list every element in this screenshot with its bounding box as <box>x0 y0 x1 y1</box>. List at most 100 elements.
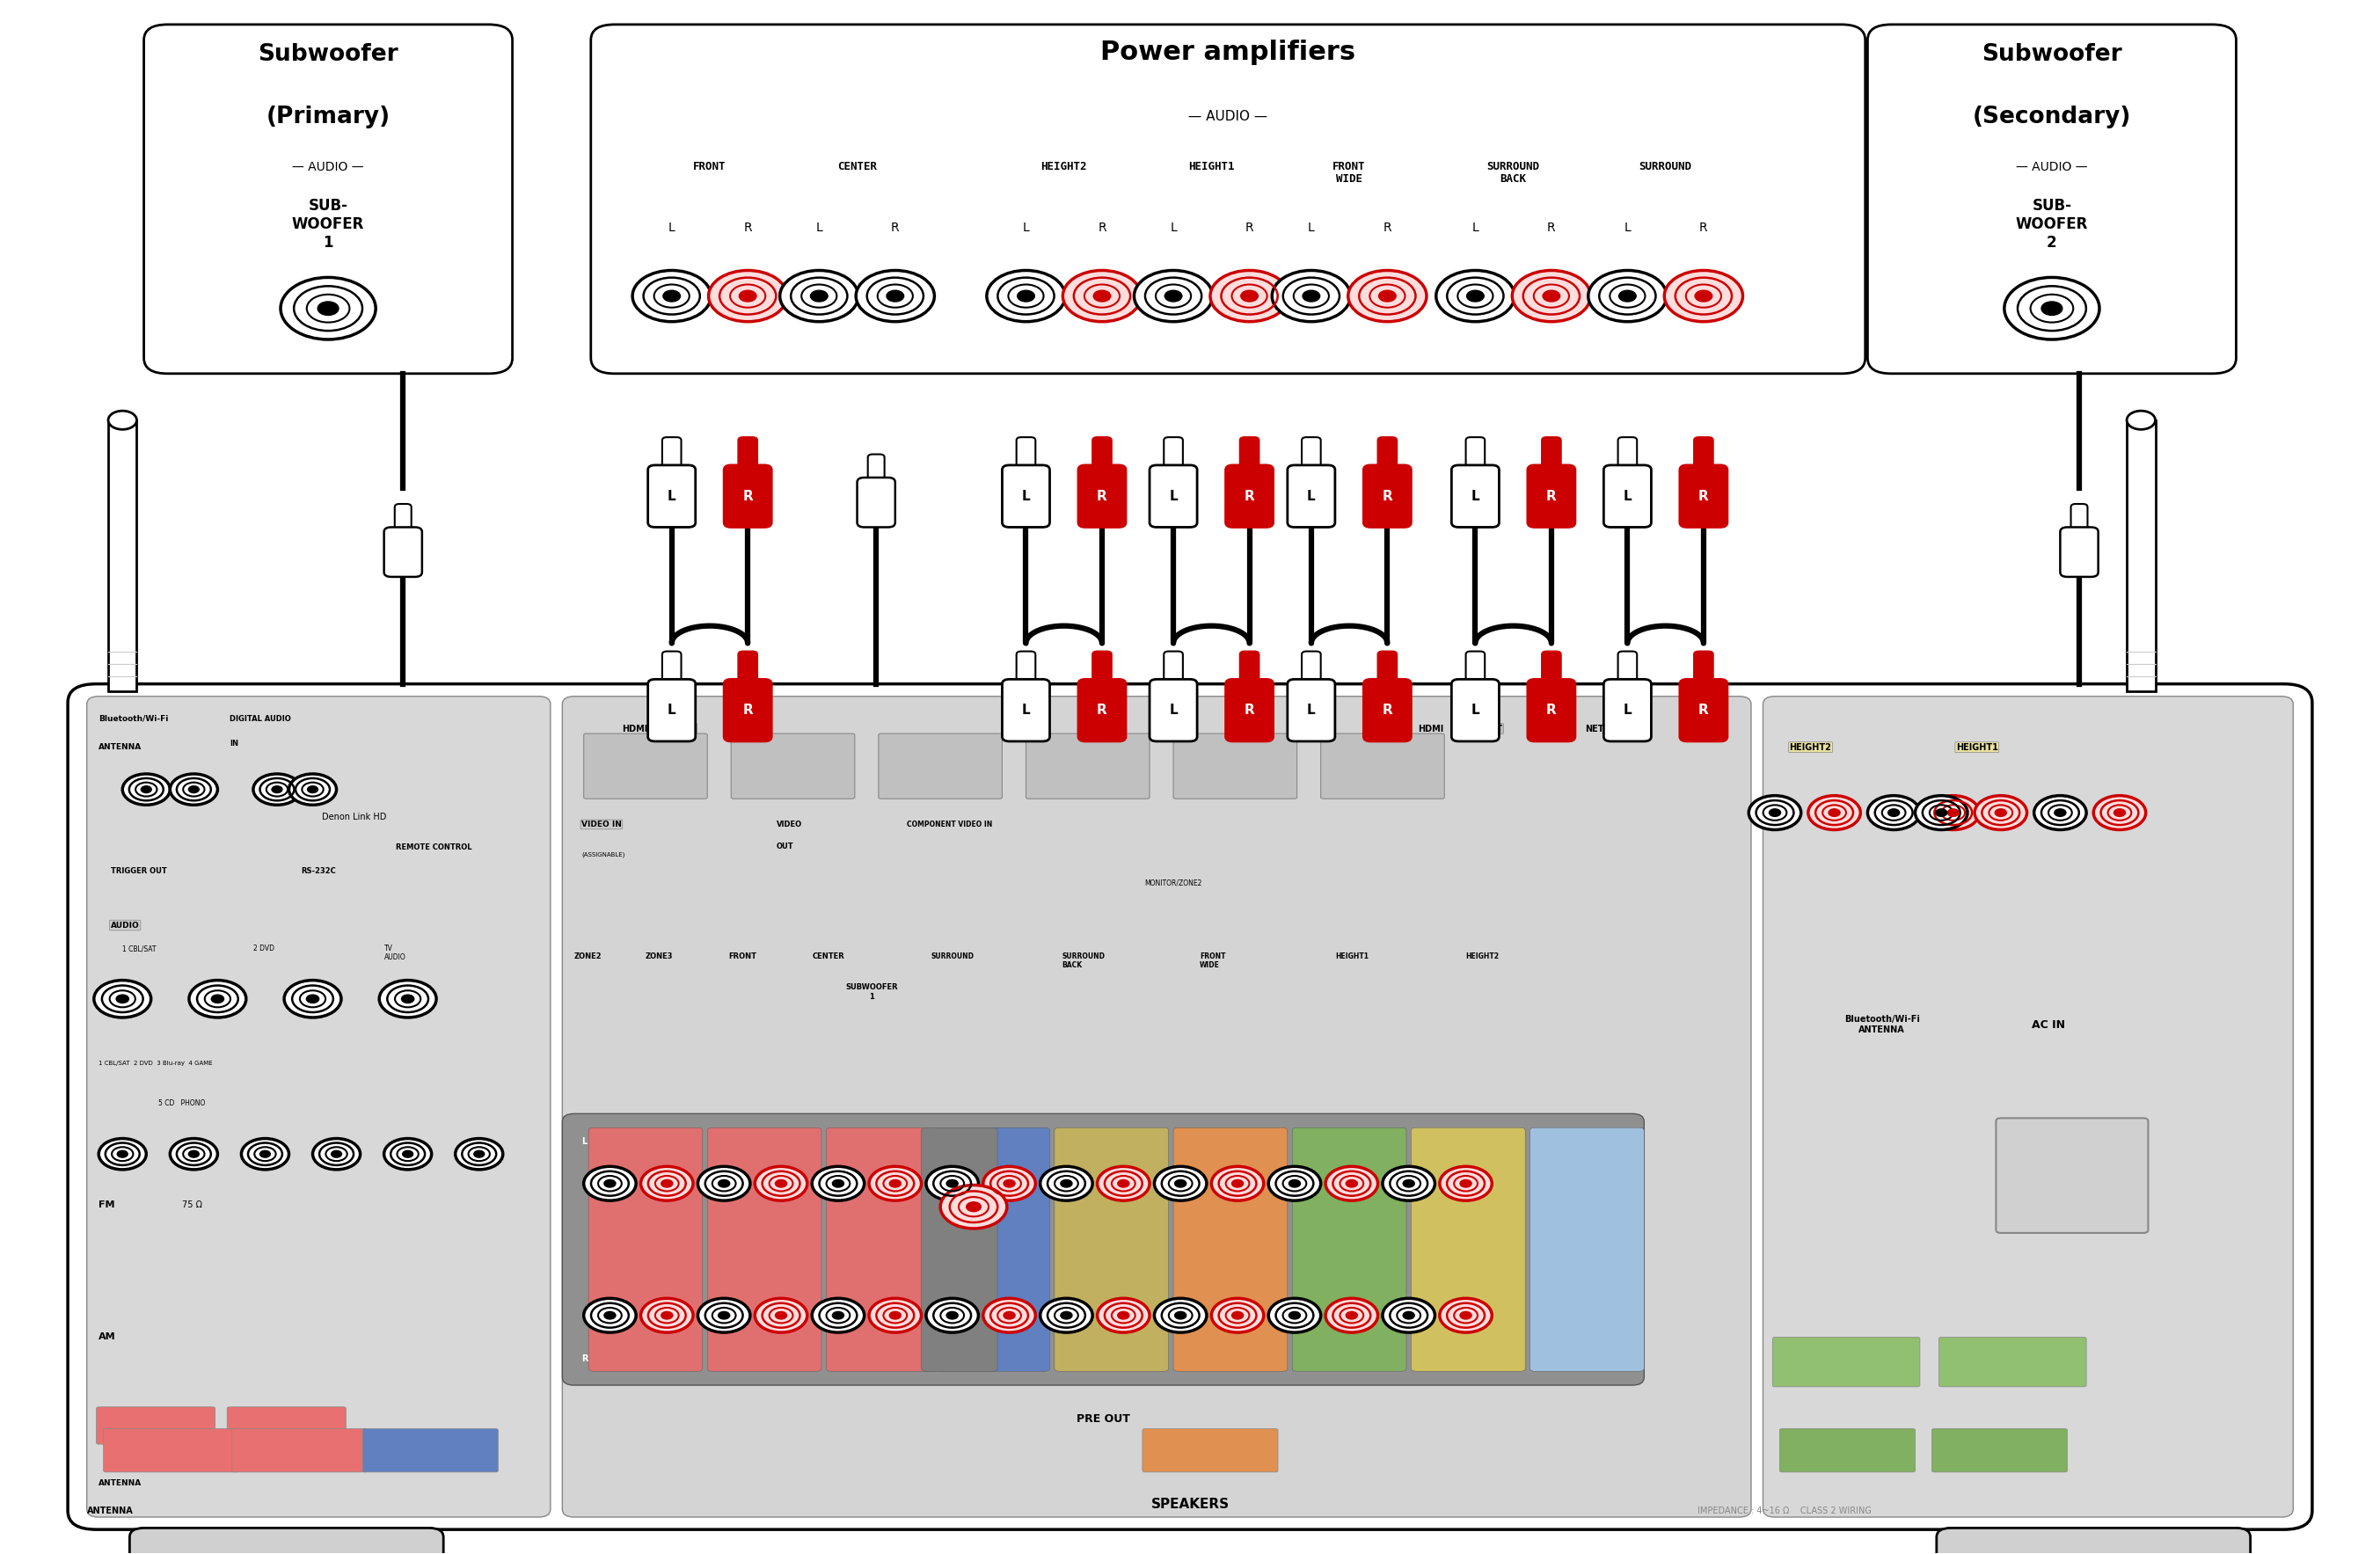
Circle shape <box>1004 1312 1014 1319</box>
Text: L: L <box>1021 704 1031 716</box>
FancyBboxPatch shape <box>1452 679 1499 741</box>
FancyBboxPatch shape <box>1764 696 2294 1517</box>
Circle shape <box>117 995 129 1002</box>
FancyBboxPatch shape <box>383 527 421 577</box>
Text: L: L <box>1023 222 1031 233</box>
FancyBboxPatch shape <box>2071 503 2087 530</box>
Text: IN: IN <box>228 740 238 747</box>
Text: HEIGHT2: HEIGHT2 <box>1790 743 1833 752</box>
Text: FRONT
WIDE: FRONT WIDE <box>1200 953 1226 970</box>
Circle shape <box>719 1179 731 1187</box>
FancyBboxPatch shape <box>1773 1336 1921 1386</box>
Circle shape <box>754 1298 807 1332</box>
FancyBboxPatch shape <box>231 1428 367 1472</box>
Text: DIGITAL AUDIO: DIGITAL AUDIO <box>228 715 290 723</box>
Circle shape <box>317 301 338 315</box>
FancyBboxPatch shape <box>878 733 1002 799</box>
Circle shape <box>1092 291 1111 301</box>
Circle shape <box>1154 1298 1207 1332</box>
Circle shape <box>1119 1179 1128 1187</box>
Circle shape <box>1061 1179 1071 1187</box>
FancyBboxPatch shape <box>86 696 550 1517</box>
Text: TRIGGER OUT: TRIGGER OUT <box>109 867 167 875</box>
Circle shape <box>709 270 788 322</box>
Text: R: R <box>1097 490 1107 503</box>
Circle shape <box>926 1298 978 1332</box>
FancyBboxPatch shape <box>1173 1128 1288 1371</box>
Text: FRONT R: FRONT R <box>138 1422 171 1430</box>
Text: — AUDIO —: — AUDIO — <box>1188 110 1269 123</box>
Text: R: R <box>1699 490 1709 503</box>
Circle shape <box>1378 291 1397 301</box>
Circle shape <box>1269 1298 1321 1332</box>
Circle shape <box>1618 291 1635 301</box>
Text: SURROUND: SURROUND <box>1640 162 1692 172</box>
FancyBboxPatch shape <box>1078 465 1126 527</box>
Text: R: R <box>1097 222 1107 233</box>
FancyBboxPatch shape <box>662 651 681 682</box>
Circle shape <box>1290 1312 1299 1319</box>
FancyBboxPatch shape <box>707 1128 821 1371</box>
Text: L: L <box>1307 704 1316 716</box>
Circle shape <box>1154 1167 1207 1201</box>
Text: R: R <box>890 222 900 233</box>
Text: L: L <box>1471 222 1478 233</box>
Text: L: L <box>666 704 676 716</box>
Text: R: R <box>1699 222 1709 233</box>
Text: R: R <box>1383 704 1392 716</box>
Text: FRONT
WIDE: FRONT WIDE <box>1333 162 1366 185</box>
FancyBboxPatch shape <box>1528 465 1576 527</box>
Text: VIDEO IN: VIDEO IN <box>581 821 621 828</box>
Circle shape <box>812 1298 864 1332</box>
Text: HEIGHT1: HEIGHT1 <box>1956 743 1999 752</box>
Text: ANTENNA: ANTENNA <box>98 743 143 751</box>
FancyBboxPatch shape <box>1680 465 1728 527</box>
Text: REMOTE CONTROL: REMOTE CONTROL <box>395 844 471 852</box>
FancyBboxPatch shape <box>738 651 757 682</box>
Circle shape <box>2035 796 2087 830</box>
Circle shape <box>662 1312 674 1319</box>
Circle shape <box>583 1298 635 1332</box>
FancyBboxPatch shape <box>1164 651 1183 682</box>
Text: ZONE3: ZONE3 <box>645 953 674 960</box>
Circle shape <box>1271 270 1349 322</box>
Circle shape <box>776 1179 788 1187</box>
Circle shape <box>1176 1312 1185 1319</box>
Text: HEIGHT1: HEIGHT1 <box>1188 162 1235 172</box>
Text: 75 Ω: 75 Ω <box>181 1201 202 1209</box>
Circle shape <box>890 1312 902 1319</box>
Text: HEIGHT2: HEIGHT2 <box>1040 162 1088 172</box>
Circle shape <box>1994 810 2006 816</box>
FancyBboxPatch shape <box>590 25 1866 373</box>
FancyBboxPatch shape <box>583 733 707 799</box>
Circle shape <box>1383 1298 1435 1332</box>
Text: R: R <box>1383 222 1392 233</box>
Text: (Primary): (Primary) <box>267 106 390 127</box>
FancyBboxPatch shape <box>1078 679 1126 741</box>
FancyBboxPatch shape <box>826 1128 940 1371</box>
Circle shape <box>776 1312 788 1319</box>
Circle shape <box>605 1179 616 1187</box>
Circle shape <box>926 1167 978 1201</box>
Text: 2 DVD: 2 DVD <box>252 945 274 953</box>
FancyBboxPatch shape <box>1695 437 1714 468</box>
Circle shape <box>1947 810 1959 816</box>
Text: HEIGHT2: HEIGHT2 <box>1466 953 1499 960</box>
FancyBboxPatch shape <box>724 465 771 527</box>
FancyBboxPatch shape <box>1292 1128 1407 1371</box>
Text: ANTENNA: ANTENNA <box>98 1479 143 1487</box>
Circle shape <box>169 774 217 805</box>
Circle shape <box>754 1167 807 1201</box>
FancyBboxPatch shape <box>935 1128 1050 1371</box>
Circle shape <box>1233 1312 1242 1319</box>
Text: L: L <box>669 222 676 233</box>
Circle shape <box>169 1139 217 1170</box>
Text: R: R <box>1097 704 1107 716</box>
Circle shape <box>583 1167 635 1201</box>
Circle shape <box>1097 1167 1150 1201</box>
Text: 2
D: 2 D <box>790 761 795 771</box>
Circle shape <box>1768 810 1780 816</box>
Circle shape <box>1240 291 1259 301</box>
Circle shape <box>1868 796 1921 830</box>
FancyBboxPatch shape <box>1378 437 1397 468</box>
